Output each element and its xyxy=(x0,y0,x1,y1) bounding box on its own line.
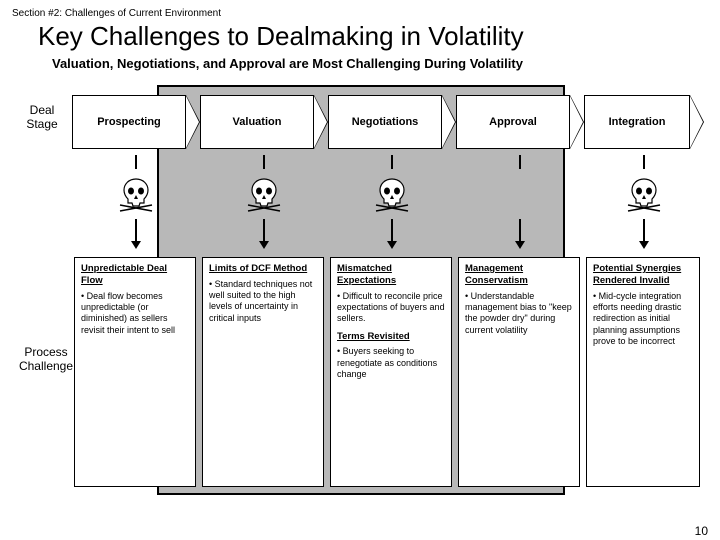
challenge-title: Unpredictable Deal Flow xyxy=(81,263,189,287)
arrow-down-icon xyxy=(135,219,137,241)
challenge-bullet: • Buyers seeking to renegotiate as condi… xyxy=(337,346,445,380)
chevron-arrow-icon xyxy=(570,95,584,149)
connector-line xyxy=(263,155,265,169)
connector-row xyxy=(72,155,708,255)
challenge-box: Unpredictable Deal Flow • Deal flow becom… xyxy=(74,257,196,487)
challenge-bullet: • Deal flow becomes unpredictable (or di… xyxy=(81,291,189,336)
challenge-box: Management Conservatism • Understandable … xyxy=(458,257,580,487)
subtitle: Valuation, Negotiations, and Approval ar… xyxy=(52,56,708,71)
challenge-bullet: • Difficult to reconcile price expectati… xyxy=(337,291,445,325)
process-challenge-label: Process Challenge xyxy=(12,345,80,374)
skull-icon xyxy=(116,175,156,215)
chevron-arrow-icon xyxy=(442,95,456,149)
challenge-box: Mismatched Expectations • Difficult to re… xyxy=(330,257,452,487)
arrow-down-icon xyxy=(391,219,393,241)
stage-label: Valuation xyxy=(200,95,314,149)
skull-icon xyxy=(624,175,664,215)
challenge-title: Management Conservatism xyxy=(465,263,573,287)
challenge-title: Mismatched Expectations xyxy=(337,263,445,287)
stage-chevron: Prospecting xyxy=(72,95,200,149)
challenge-title: Limits of DCF Method xyxy=(209,263,317,275)
arrow-down-icon xyxy=(519,219,521,241)
skull-icon xyxy=(372,175,412,215)
stage-chevron: Integration xyxy=(584,95,704,149)
connector-line xyxy=(519,155,521,169)
challenge-title: Terms Revisited xyxy=(337,331,445,343)
challenge-bullet: • Mid-cycle integration efforts needing … xyxy=(593,291,693,347)
challenge-bullet: • Standard techniques not well suited to… xyxy=(209,279,317,324)
stage-label: Integration xyxy=(584,95,690,149)
stage-chevron: Approval xyxy=(456,95,584,149)
arrow-down-icon xyxy=(263,219,265,241)
deal-stage-label: Deal Stage xyxy=(17,103,67,132)
chevron-arrow-icon xyxy=(186,95,200,149)
page-title: Key Challenges to Dealmaking in Volatili… xyxy=(38,21,708,52)
chevron-arrow-icon xyxy=(690,95,704,149)
connector-line xyxy=(135,155,137,169)
challenge-box: Limits of DCF Method • Standard technique… xyxy=(202,257,324,487)
challenge-box: Potential Synergies Rendered Invalid • Mi… xyxy=(586,257,700,487)
challenge-bullet: • Understandable management bias to "kee… xyxy=(465,291,573,336)
diagram: Deal Stage Process Challenge Prospecting… xyxy=(12,85,708,505)
page-number: 10 xyxy=(695,524,708,538)
chevron-arrow-icon xyxy=(314,95,328,149)
stage-chevron: Negotiations xyxy=(328,95,456,149)
stage-label: Approval xyxy=(456,95,570,149)
stage-row: Prospecting Valuation Negotiations Approval… xyxy=(72,93,708,151)
challenge-title: Potential Synergies Rendered Invalid xyxy=(593,263,693,287)
skull-icon xyxy=(244,175,284,215)
connector-line xyxy=(643,155,645,169)
stage-label: Prospecting xyxy=(72,95,186,149)
stage-chevron: Valuation xyxy=(200,95,328,149)
section-label: Section #2: Challenges of Current Enviro… xyxy=(12,8,708,19)
connector-line xyxy=(391,155,393,169)
arrow-down-icon xyxy=(643,219,645,241)
stage-label: Negotiations xyxy=(328,95,442,149)
